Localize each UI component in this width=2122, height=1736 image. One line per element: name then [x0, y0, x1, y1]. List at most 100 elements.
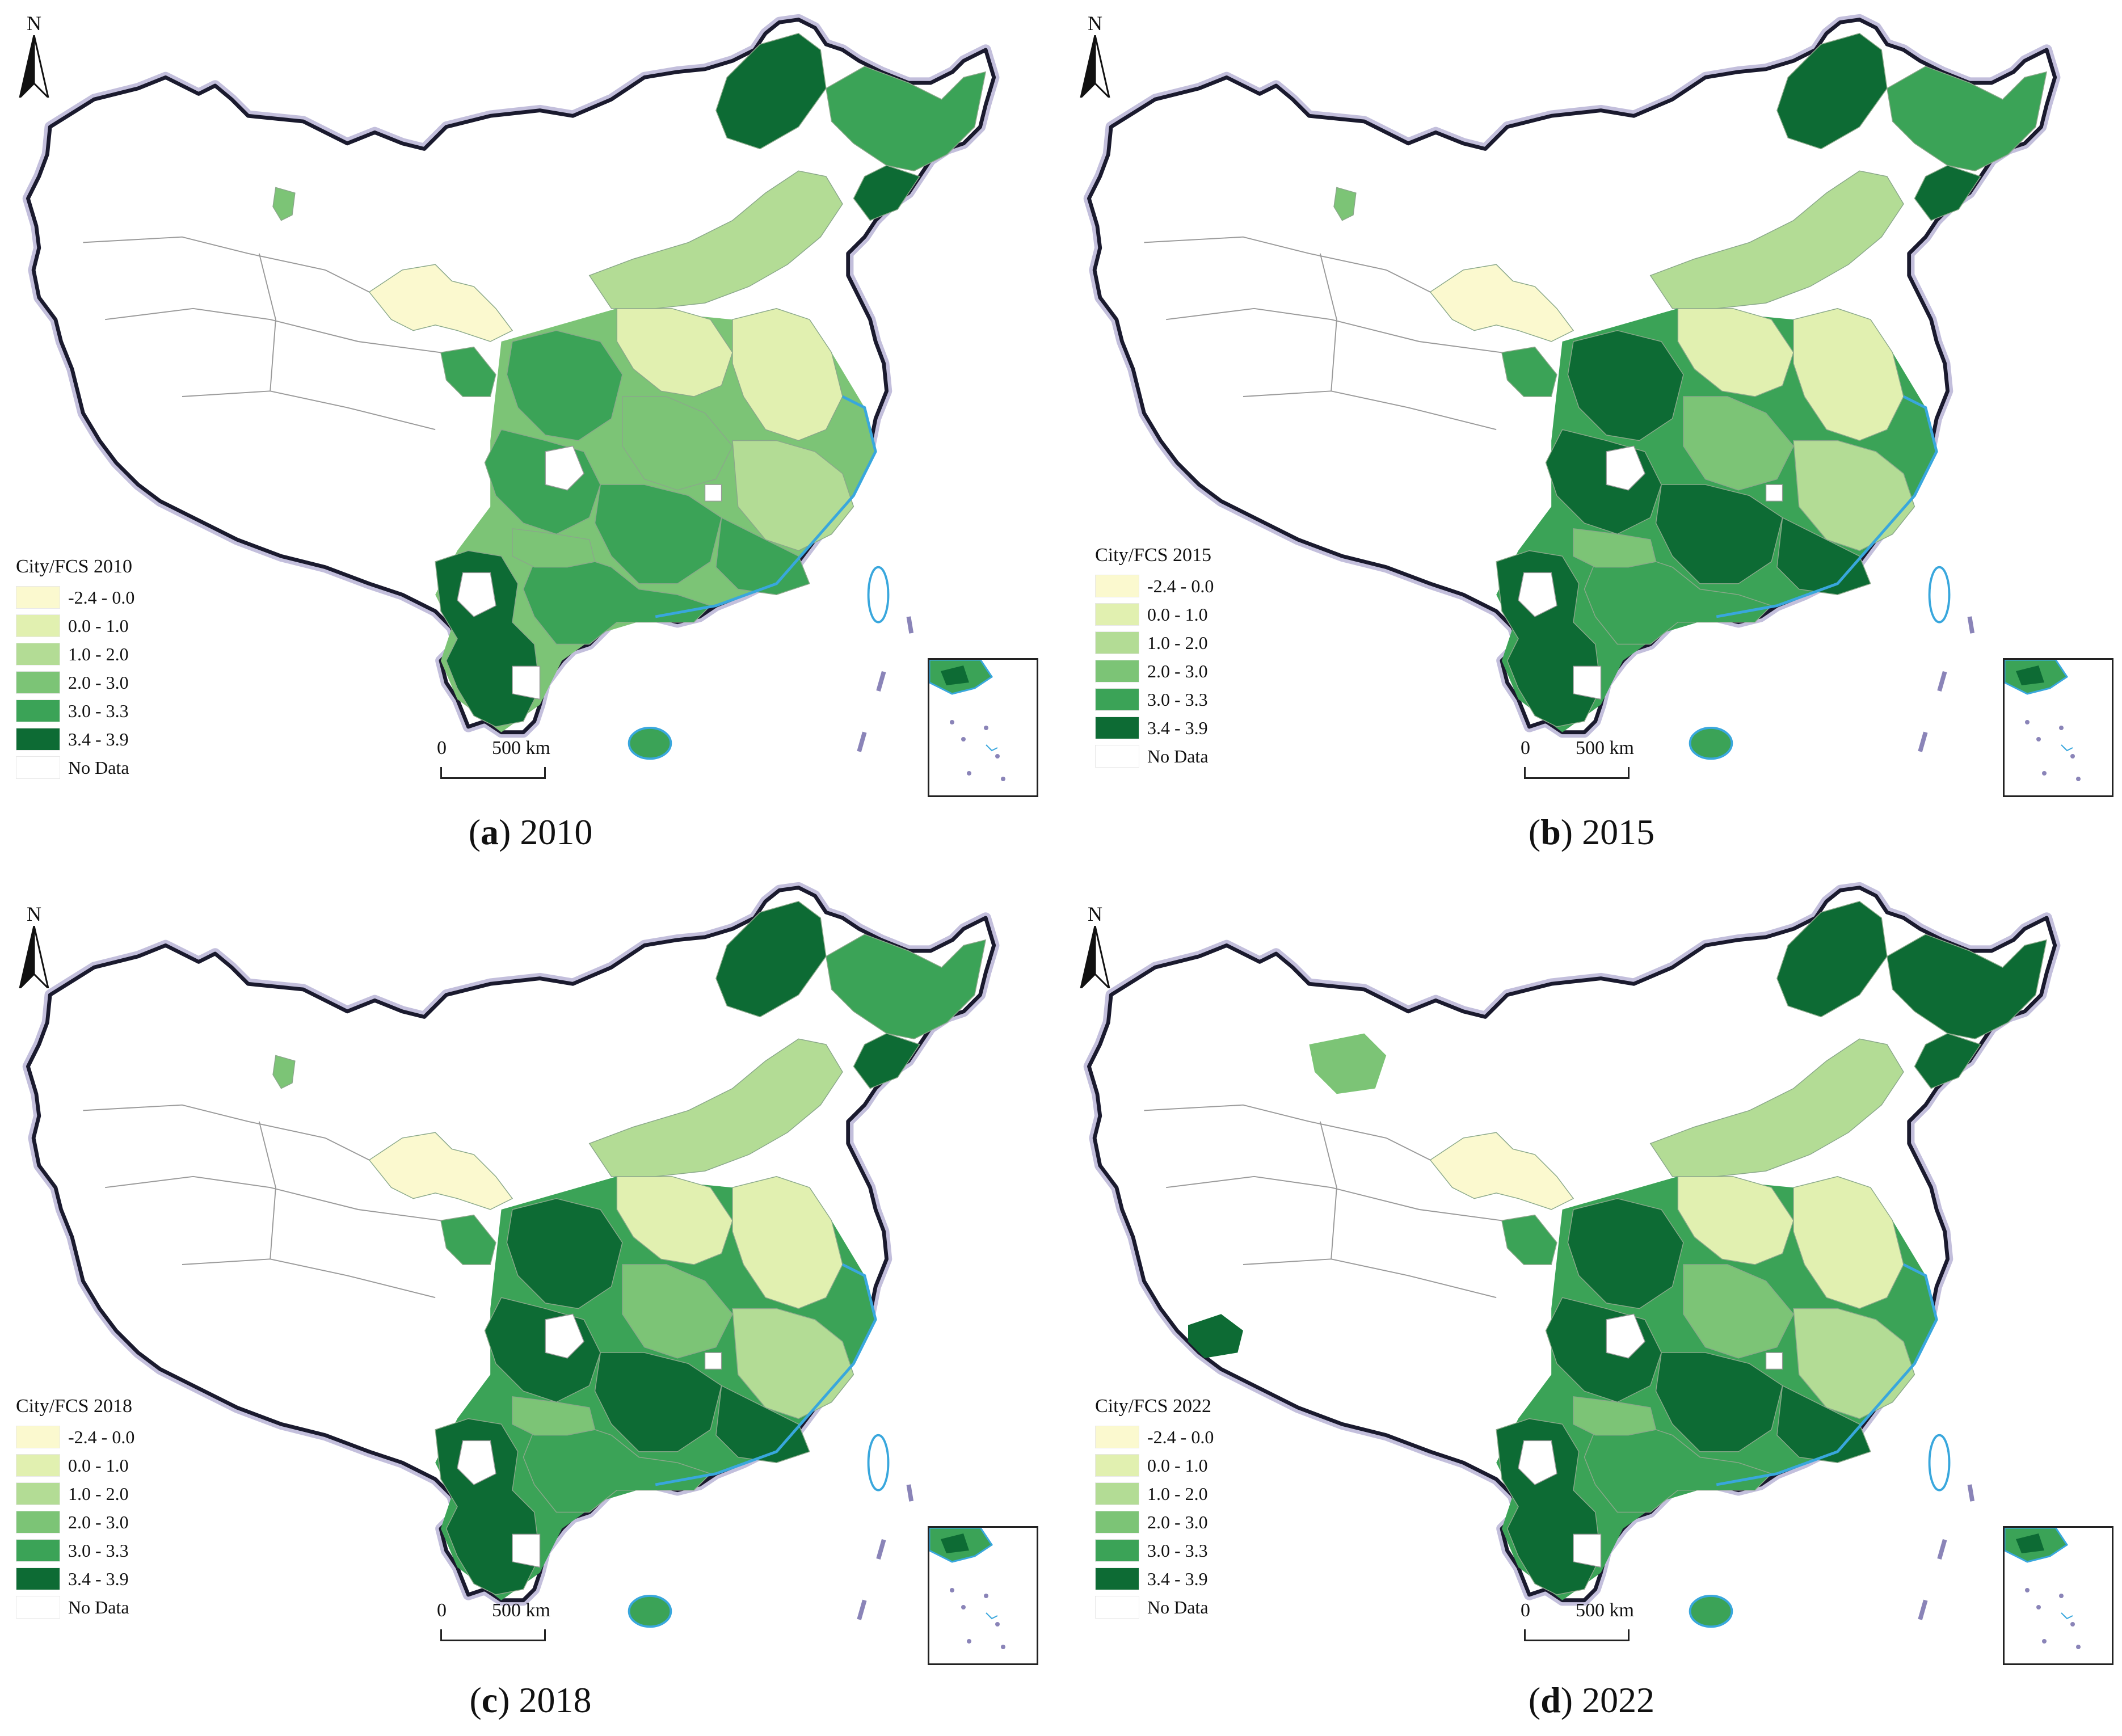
city-region-fj: [715, 517, 810, 595]
legend-label: No Data: [68, 1596, 129, 1617]
city-region-east: [732, 1308, 854, 1419]
legend-swatch: [1095, 1511, 1139, 1533]
legend-item: 1.0 - 2.0: [16, 640, 134, 668]
legend-swatch: [1095, 1539, 1139, 1562]
province-boundary: [1144, 236, 1387, 271]
maritime-dash: [1937, 671, 1947, 692]
legend-swatch: [1095, 1454, 1139, 1477]
legend-swatch: [16, 1454, 60, 1477]
legend-label: -2.4 - 0.0: [1147, 575, 1214, 596]
legend-swatch: [1095, 603, 1139, 626]
legend-swatch: [1095, 717, 1139, 739]
city-region-gz: [1573, 528, 1657, 568]
legend-label: 0.0 - 1.0: [1147, 604, 1208, 625]
city-region-ne3: [1914, 1033, 1981, 1089]
scale-bar: 0 500 km: [1521, 738, 1634, 779]
city-region-nc: [616, 1176, 733, 1265]
city-region-ne: [715, 33, 827, 150]
legend-item: 3.0 - 3.3: [16, 1536, 134, 1565]
panel-caption: (c) 2018: [469, 1680, 592, 1720]
city-region-ne2: [1887, 66, 2048, 172]
legend-item: No Data: [16, 753, 134, 782]
legend-title: City/FCS 2022: [1095, 1396, 1212, 1417]
city-region-fj: [1776, 517, 1871, 595]
province-boundary: [1386, 1137, 1431, 1161]
map-panel-a: N City/FCS 2010 -2.4 - 0.0 0.0 - 1.0 1.0 - 2…: [0, 0, 1061, 868]
coastline: [655, 395, 877, 618]
city-region-im: [1649, 1038, 1904, 1177]
city-region-cen2: [622, 396, 733, 491]
coastline: [1716, 395, 1938, 618]
city-region-ne2: [826, 66, 987, 172]
map-legend: City/FCS 2015 -2.4 - 0.0 0.0 - 1.0 1.0 - 2.…: [1095, 545, 1214, 770]
province-boundary: [258, 253, 276, 391]
city-region-west: [368, 1132, 513, 1210]
city-region-cen1: [1567, 330, 1684, 441]
north-arrow: N: [9, 902, 60, 991]
city-region-south: [523, 1423, 711, 1513]
legend-item: No Data: [1095, 742, 1214, 770]
map-legend: City/FCS 2018 -2.4 - 0.0 0.0 - 1.0 1.0 - 2.…: [16, 1396, 134, 1621]
maritime-dash: [906, 1484, 914, 1502]
legend-swatch: [1095, 1426, 1139, 1448]
legend-item: No Data: [1095, 1593, 1214, 1621]
hainan-island: [628, 1595, 672, 1628]
inset-map: [928, 1527, 1005, 1649]
legend-label: 3.4 - 3.9: [1147, 717, 1208, 738]
city-region-im: [588, 1038, 843, 1177]
north-arrow-icon: [1079, 35, 1111, 100]
map-panel-b: N City/FCS 2015 -2.4 - 0.0 0.0 - 1.0 1.0 - 2…: [1061, 0, 2122, 868]
city-region-sd: [1793, 1176, 1904, 1309]
legend-item: 2.0 - 3.0: [16, 1508, 134, 1536]
legend-item: 0.0 - 1.0: [16, 612, 134, 640]
legend-item: 1.0 - 2.0: [16, 1480, 134, 1508]
city-region-ne2: [826, 934, 987, 1040]
north-arrow-icon: [1079, 925, 1111, 991]
legend-label: 1.0 - 2.0: [68, 643, 129, 664]
scale-zero: 0: [437, 1600, 447, 1621]
city-region-im: [588, 170, 843, 309]
map-legend: City/FCS 2010 -2.4 - 0.0 0.0 - 1.0 1.0 - 2.…: [16, 556, 134, 782]
city-region-gz: [1573, 1396, 1657, 1436]
province-boundary: [182, 1258, 436, 1299]
panel-year: 2010: [520, 812, 593, 852]
province-boundary: [1243, 390, 1497, 431]
legend-item: No Data: [16, 1593, 134, 1621]
city-region-xj: [1333, 187, 1357, 221]
city-region-south: [1584, 555, 1772, 645]
legend-label: 0.0 - 1.0: [68, 615, 129, 636]
maritime-dash: [1967, 1484, 1975, 1502]
legend-item: 3.0 - 3.3: [1095, 685, 1214, 714]
map-panel-d: N City/FCS 2022 -2.4 - 0.0 0.0 - 1.0 1.0 - 2…: [1061, 868, 2122, 1736]
legend-swatch: [1095, 1596, 1139, 1619]
legend-swatch: [1095, 1482, 1139, 1505]
scale-distance: 500 km: [492, 1600, 550, 1621]
no-data-region: [1765, 1352, 1783, 1370]
coastline: [655, 1263, 877, 1486]
city-region-hn: [594, 1352, 722, 1452]
map-panel-c: N City/FCS 2018 -2.4 - 0.0 0.0 - 1.0 1.0 - 2…: [0, 868, 1061, 1736]
province-boundary: [358, 341, 441, 353]
legend-label: 2.0 - 3.0: [1147, 1511, 1208, 1532]
legend-title: City/FCS 2015: [1095, 545, 1212, 566]
province-boundary: [258, 1121, 276, 1259]
legend-item: 2.0 - 3.0: [1095, 1508, 1214, 1536]
city-region-east: [1793, 1308, 1915, 1419]
maritime-dash: [1918, 1599, 1928, 1620]
legend-swatch: [16, 700, 60, 722]
no-data-region: [704, 484, 722, 502]
city-region-ne: [1776, 901, 1888, 1018]
north-arrow-icon: [18, 925, 50, 991]
north-label: N: [1088, 903, 1102, 925]
province-boundary: [1144, 1104, 1387, 1139]
legend-item: 3.4 - 3.9: [1095, 1565, 1214, 1593]
legend-label: 0.0 - 1.0: [68, 1455, 129, 1476]
legend-item: 0.0 - 1.0: [1095, 600, 1214, 629]
inset-map: [2003, 1527, 2081, 1649]
legend-swatch: [1095, 575, 1139, 597]
legend-item: 2.0 - 3.0: [1095, 657, 1214, 685]
panel-year: 2022: [1582, 1680, 1655, 1720]
maritime-dash: [1967, 616, 1975, 634]
no-data-region: [512, 665, 541, 700]
legend-label: 0.0 - 1.0: [1147, 1455, 1208, 1476]
